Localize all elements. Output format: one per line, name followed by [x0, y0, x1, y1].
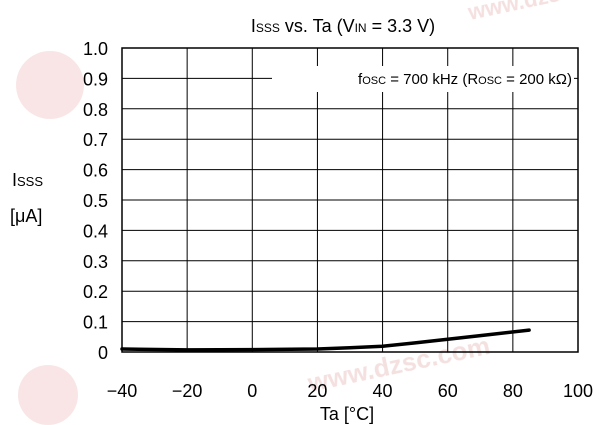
y-tick-label: 0.2 — [83, 282, 108, 302]
watermark-text-top: www.dzsc.com — [465, 0, 603, 25]
watermark-logo-bottom — [18, 365, 78, 425]
annotation-background — [272, 66, 574, 92]
plot-frame — [121, 47, 579, 353]
watermark-text: www.dzsc.com — [304, 330, 493, 398]
y-tick-label: 0.7 — [83, 130, 108, 150]
y-axis-label: ISSS — [12, 170, 43, 190]
y-tick-label: 0.8 — [83, 100, 108, 120]
y-tick-labels: 0 0.1 0.2 0.3 0.4 0.5 0.6 0.7 0.8 0.9 1.0 — [83, 39, 108, 363]
y-tick-label: 0.5 — [83, 191, 108, 211]
x-tick-labels: −40 −20 0 20 40 60 80 100 — [107, 381, 593, 401]
y-tick-label: 0.6 — [83, 161, 108, 181]
y-tick-label: 1.0 — [83, 39, 108, 59]
x-tick-label: −40 — [107, 381, 138, 401]
plot-area: fOSC = 700 kHz (ROSC = 200 kΩ) — [120, 47, 579, 353]
y-tick-label: 0.3 — [83, 252, 108, 272]
x-tick-label: 0 — [247, 381, 257, 401]
x-axis-label: Ta [°C] — [320, 404, 374, 424]
series-group — [120, 328, 531, 352]
x-tick-label: 100 — [563, 381, 593, 401]
chart-title: ISSS vs. Ta (VIN = 3.3 V) — [251, 16, 435, 36]
watermark-logo-left — [16, 51, 84, 119]
y-tick-label: 0.4 — [83, 221, 108, 241]
grid — [122, 48, 578, 352]
x-tick-label: 60 — [438, 381, 458, 401]
series-line-0 — [120, 328, 531, 352]
y-axis-unit: [μA] — [10, 206, 42, 226]
y-tick-label: 0.1 — [83, 313, 108, 333]
x-tick-label: 80 — [503, 381, 523, 401]
x-tick-label: 40 — [373, 381, 393, 401]
x-tick-label: 20 — [307, 381, 327, 401]
annotation-text: fOSC = 700 kHz (ROSC = 200 kΩ) — [358, 71, 572, 88]
y-tick-label: 0 — [98, 343, 108, 363]
y-tick-label: 0.9 — [83, 69, 108, 89]
x-tick-label: −20 — [172, 381, 203, 401]
